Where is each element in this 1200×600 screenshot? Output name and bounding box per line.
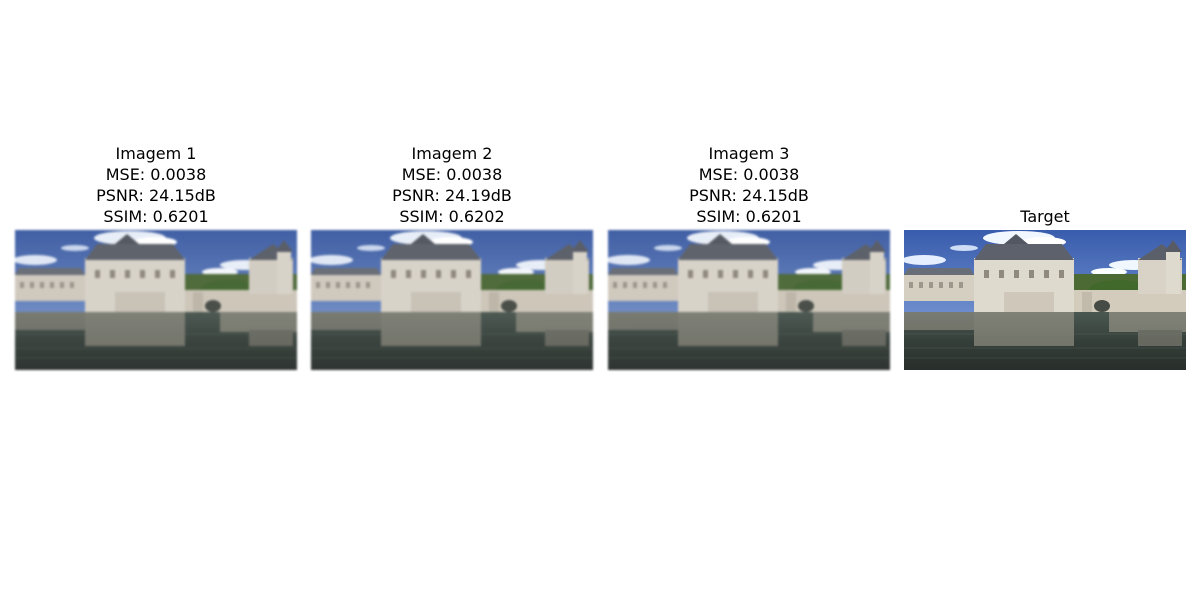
panel-title: Imagem 2 xyxy=(411,144,493,163)
panel-title: Imagem 3 xyxy=(708,144,790,163)
ssim-metric: SSIM: 0.6202 xyxy=(399,207,505,226)
ssim-metric: SSIM: 0.6201 xyxy=(696,207,802,226)
panel-title-block: Imagem 2 MSE: 0.0038 PSNR: 24.19dB SSIM:… xyxy=(311,143,593,227)
chateau-scene xyxy=(904,230,1186,370)
panel-title: Target xyxy=(1020,207,1070,226)
reconstructed-image-1 xyxy=(15,230,297,370)
panel-title-block: Target xyxy=(904,206,1186,227)
reconstructed-image-2 xyxy=(311,230,593,370)
psnr-metric: PSNR: 24.15dB xyxy=(689,186,809,205)
chateau-scene xyxy=(311,230,593,370)
psnr-metric: PSNR: 24.15dB xyxy=(96,186,216,205)
ssim-metric: SSIM: 0.6201 xyxy=(103,207,209,226)
panel-title-block: Imagem 1 MSE: 0.0038 PSNR: 24.15dB SSIM:… xyxy=(15,143,297,227)
panel-title: Imagem 1 xyxy=(115,144,197,163)
mse-metric: MSE: 0.0038 xyxy=(698,165,800,184)
psnr-metric: PSNR: 24.19dB xyxy=(392,186,512,205)
chateau-scene xyxy=(608,230,890,370)
target-image xyxy=(904,230,1186,370)
reconstructed-image-3 xyxy=(608,230,890,370)
mse-metric: MSE: 0.0038 xyxy=(401,165,503,184)
mse-metric: MSE: 0.0038 xyxy=(105,165,207,184)
panel-title-block: Imagem 3 MSE: 0.0038 PSNR: 24.15dB SSIM:… xyxy=(608,143,890,227)
chateau-scene xyxy=(15,230,297,370)
